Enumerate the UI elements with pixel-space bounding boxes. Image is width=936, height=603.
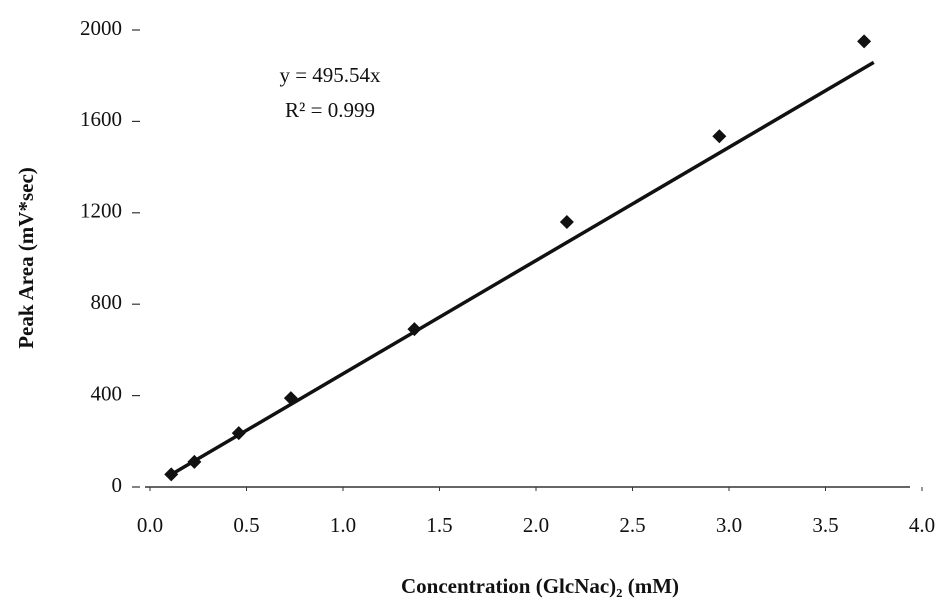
x-tick-label: 2.0 <box>523 513 549 537</box>
trendline <box>171 62 874 474</box>
data-point <box>560 215 574 229</box>
x-tick-label: 4.0 <box>909 513 935 537</box>
y-tick-label: 2000 <box>80 16 122 40</box>
y-tick-label: 800 <box>91 290 123 314</box>
data-point <box>164 467 178 481</box>
y-axis-label: Peak Area (mV*sec) <box>14 167 38 349</box>
x-tick-label: 3.0 <box>716 513 742 537</box>
equation: y = 495.54x <box>279 63 381 87</box>
x-tick-label: 1.5 <box>426 513 452 537</box>
chart: Concentration (GlcNac)₂ (mM) Peak Area (… <box>0 0 936 603</box>
data-point <box>857 34 871 48</box>
x-tick-label: 3.5 <box>812 513 838 537</box>
r-squared: R² = 0.999 <box>285 98 375 122</box>
y-tick-label: 0 <box>112 473 123 497</box>
x-axis-label: Concentration (GlcNac)₂ (mM) <box>401 574 679 598</box>
x-tick-label: 2.5 <box>619 513 645 537</box>
y-tick-label: 1600 <box>80 107 122 131</box>
x-tick-label: 0.0 <box>137 513 163 537</box>
x-tick-label: 1.0 <box>330 513 356 537</box>
data-point <box>712 129 726 143</box>
x-tick-label: 0.5 <box>233 513 259 537</box>
y-tick-label: 400 <box>91 381 123 405</box>
y-tick-label: 1200 <box>80 199 122 223</box>
